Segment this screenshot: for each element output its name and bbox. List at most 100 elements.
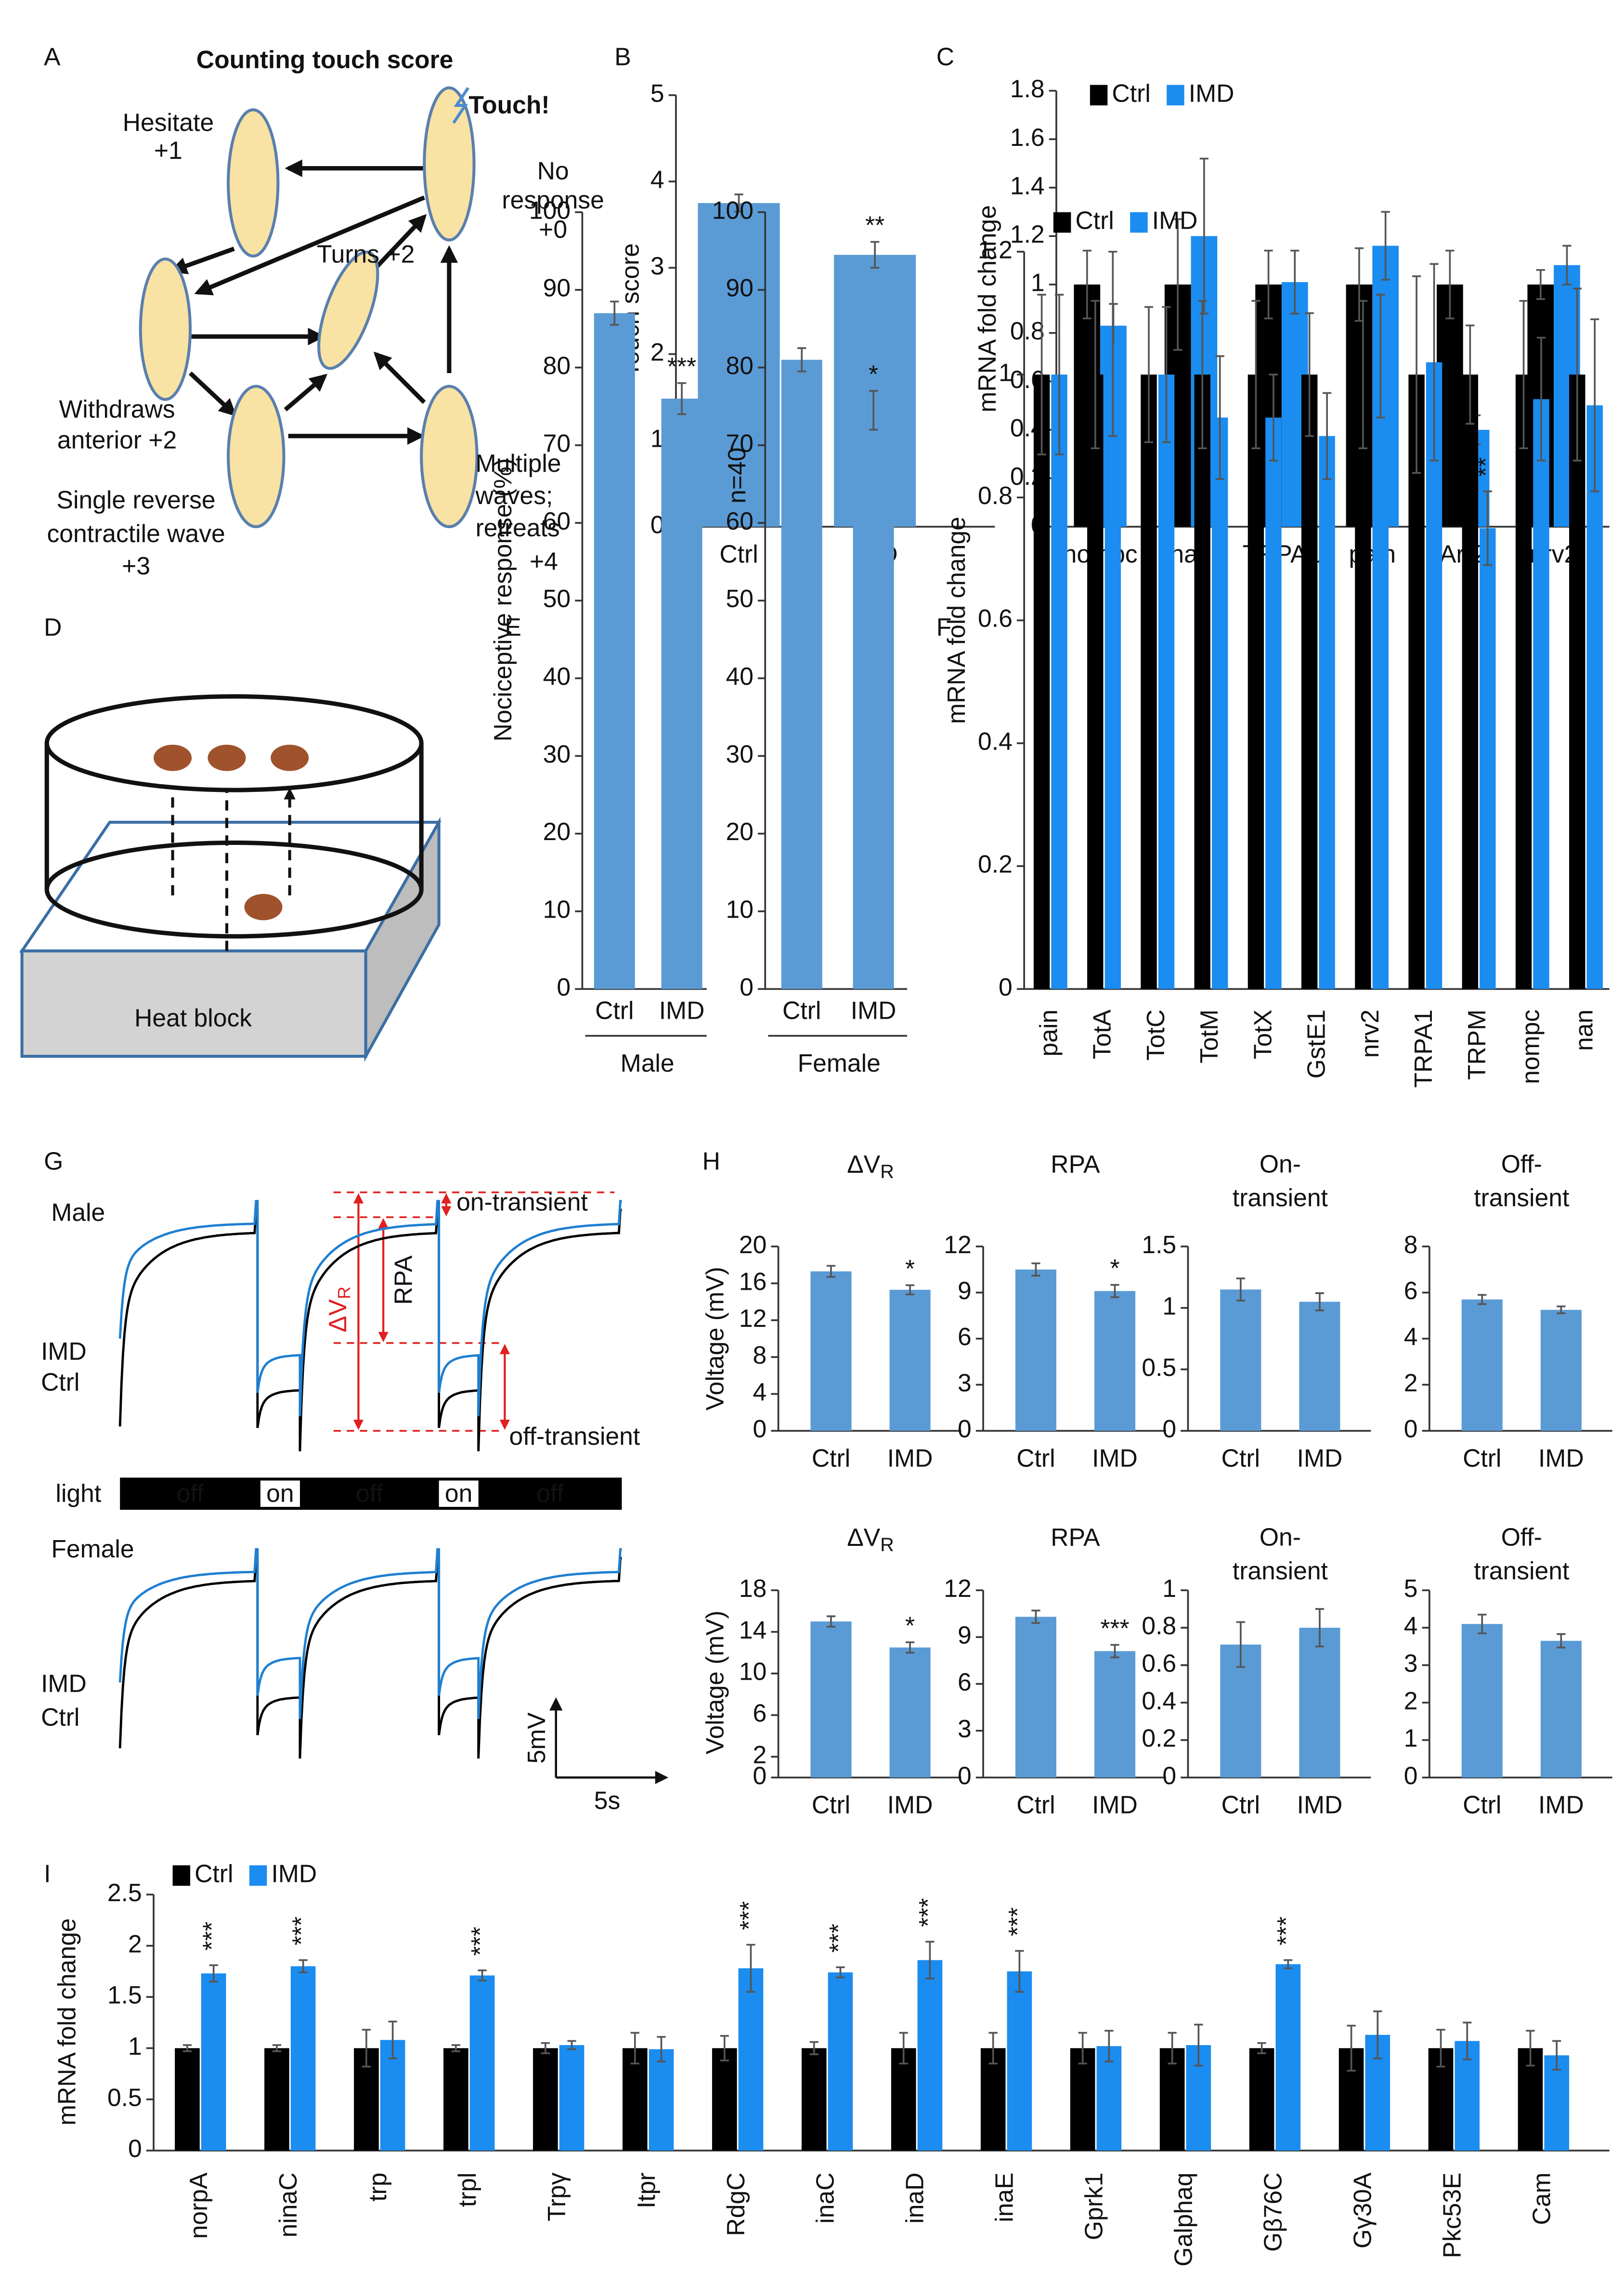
bar (622, 2048, 648, 2151)
y-tick-label: 50 (726, 584, 753, 612)
significance: ** (1471, 457, 1499, 477)
bar (698, 203, 780, 527)
y-axis-label: mRNA fold change (52, 1918, 80, 2126)
error-bar (1526, 2030, 1535, 2067)
bar (891, 2048, 916, 2151)
chart-title: transient (1233, 1184, 1328, 1212)
chart-title: Off- (1501, 1150, 1542, 1178)
scale-label: 5s (594, 1786, 621, 1814)
x-tick-label: TotC (1142, 1010, 1169, 1061)
y-tick-label: 0 (1404, 1415, 1418, 1443)
error-bar (1429, 263, 1439, 462)
error-bar (809, 2041, 818, 2055)
bar (201, 1973, 226, 2151)
y-tick-label: 20 (726, 817, 753, 845)
chart-title-text: ΔV (847, 1150, 880, 1178)
legend-swatch (1090, 85, 1108, 105)
bar (1319, 436, 1335, 989)
diagram-label: Touch! (468, 91, 549, 119)
bar (889, 1290, 931, 1431)
light-state: on (266, 1479, 294, 1507)
x-tick-label: TRPM (1463, 1010, 1491, 1080)
x-tick-label: Cam (1528, 2173, 1556, 2225)
y-tick-label: 16 (739, 1267, 767, 1295)
y-axis-label: Voltage (mV) (701, 1610, 729, 1754)
bar (1104, 344, 1121, 989)
bar (264, 2048, 289, 2151)
x-tick-label: IMD (887, 1791, 933, 1819)
y-tick-label: 30 (726, 740, 753, 768)
y-tick-label: 4 (1404, 1322, 1418, 1350)
y-tick-label: 10 (726, 895, 753, 923)
diagram-label: retreats (476, 514, 560, 542)
x-tick-label: IMD (1538, 1444, 1584, 1472)
y-axis-label: Voltage (mV) (701, 1267, 729, 1411)
error-bar (1315, 1292, 1325, 1311)
y-tick-label: 5 (650, 79, 664, 107)
error-bar (1110, 1284, 1119, 1298)
y-tick-label: 40 (726, 662, 753, 690)
x-tick-label: TotA (1088, 1009, 1116, 1059)
y-tick-label: 1.8 (1010, 75, 1045, 103)
chart-title-subscript: R (880, 1162, 894, 1183)
legend-label: Ctrl (195, 1859, 233, 1887)
x-tick-label: IMD (659, 997, 705, 1024)
x-tick-label: IMD (1092, 1444, 1138, 1472)
y-tick-label: 1.5 (1142, 1231, 1176, 1258)
group-label: Male (621, 1049, 675, 1077)
error-bar (1478, 1613, 1487, 1634)
error-bar (1257, 2042, 1266, 2054)
error-bar (1290, 249, 1299, 315)
legend-swatch (1167, 85, 1184, 105)
y-tick-label: 80 (543, 351, 571, 379)
bar (781, 360, 822, 989)
bar (1087, 375, 1104, 989)
significance: *** (287, 1917, 315, 1945)
y-tick-label: 100 (712, 196, 754, 224)
bar (1544, 2055, 1570, 2151)
fly (244, 894, 283, 920)
x-tick-label: IMD (1297, 1444, 1343, 1472)
larva (423, 86, 476, 242)
x-tick-label: inaC (811, 2173, 839, 2224)
panel-label: C (936, 42, 954, 70)
chart-title: On- (1260, 1523, 1301, 1551)
y-tick-label: 0.2 (978, 850, 1013, 878)
y-tick-label: 0.5 (1142, 1353, 1176, 1381)
y-tick-label: 14 (739, 1616, 767, 1644)
panel-label: B (614, 42, 631, 70)
scale-label: 5mV (522, 1712, 550, 1764)
panel-label: E (505, 613, 521, 641)
y-tick-label: 0.8 (1142, 1612, 1176, 1640)
error-bar (1466, 324, 1475, 425)
light-label: light (55, 1479, 101, 1507)
error-bar (734, 194, 743, 213)
error-bar (1199, 157, 1208, 315)
bar (1265, 417, 1282, 989)
error-bar (870, 241, 880, 269)
larva (227, 108, 280, 258)
y-tick-label: 30 (543, 740, 571, 768)
fly-path (171, 790, 290, 951)
error-bar (1082, 249, 1091, 320)
y-tick-label: 20 (739, 1231, 767, 1258)
panel-label: D (44, 613, 62, 641)
y-tick-label: 0.5 (107, 2083, 142, 2111)
x-tick-label: nan (1570, 1010, 1598, 1051)
diagram-label: No (537, 156, 569, 184)
panel-label: H (702, 1147, 720, 1175)
y-tick-label: 0.2 (1142, 1724, 1176, 1752)
y-tick-label: 4 (753, 1378, 767, 1406)
significance: ** (865, 211, 884, 239)
annotation: RPA (389, 1255, 417, 1305)
error-bar (478, 1969, 487, 1982)
y-tick-label: 1.2 (1010, 220, 1045, 248)
bar (469, 1975, 495, 2151)
x-tick-label: IMD (887, 1444, 933, 1472)
light-state: off (177, 1479, 204, 1507)
y-axis-label: Nociceptive response (%) (489, 458, 517, 741)
x-tick-label: Gprk1 (1080, 2173, 1108, 2241)
annotation: on-transient (456, 1188, 588, 1216)
y-tick-label: 0.8 (978, 481, 1013, 509)
x-tick-label: Ctrl (782, 997, 821, 1024)
